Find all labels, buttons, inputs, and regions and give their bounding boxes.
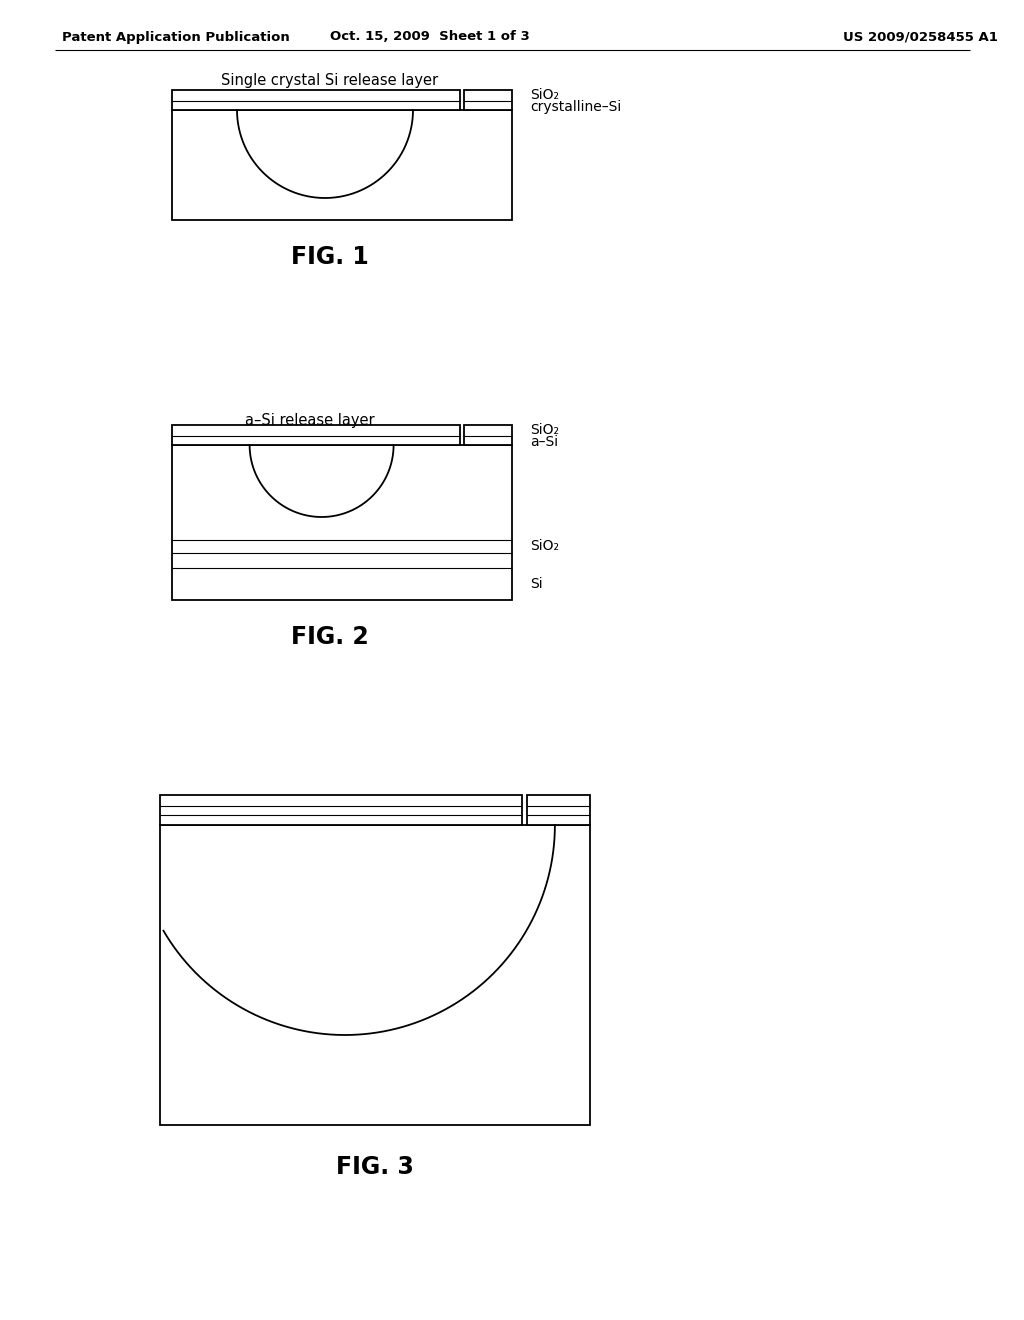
Bar — [527, 795, 590, 825]
Text: US 2009/0258455 A1: US 2009/0258455 A1 — [843, 30, 997, 44]
Bar — [464, 425, 512, 445]
Text: a–Si release layer: a–Si release layer — [245, 412, 375, 428]
Text: Patent Application Publication: Patent Application Publication — [62, 30, 290, 44]
Bar — [464, 90, 512, 110]
Bar — [160, 795, 522, 825]
Bar — [172, 110, 512, 220]
Text: FIG. 1: FIG. 1 — [291, 246, 369, 269]
Text: crystalline–Si: crystalline–Si — [530, 100, 622, 114]
Text: SiO₂: SiO₂ — [530, 540, 559, 553]
Text: FIG. 2: FIG. 2 — [291, 624, 369, 649]
Text: SiO₂: SiO₂ — [530, 422, 559, 437]
Bar — [160, 825, 590, 1125]
Text: SiO₂: SiO₂ — [530, 88, 559, 102]
Bar — [172, 90, 460, 110]
Text: Si: Si — [530, 577, 543, 591]
Bar — [172, 445, 512, 601]
Text: a–Si: a–Si — [530, 436, 558, 449]
Text: FIG. 3: FIG. 3 — [336, 1155, 414, 1179]
Text: Oct. 15, 2009  Sheet 1 of 3: Oct. 15, 2009 Sheet 1 of 3 — [330, 30, 529, 44]
Text: Single crystal Si release layer: Single crystal Si release layer — [221, 73, 438, 87]
Bar — [172, 425, 460, 445]
